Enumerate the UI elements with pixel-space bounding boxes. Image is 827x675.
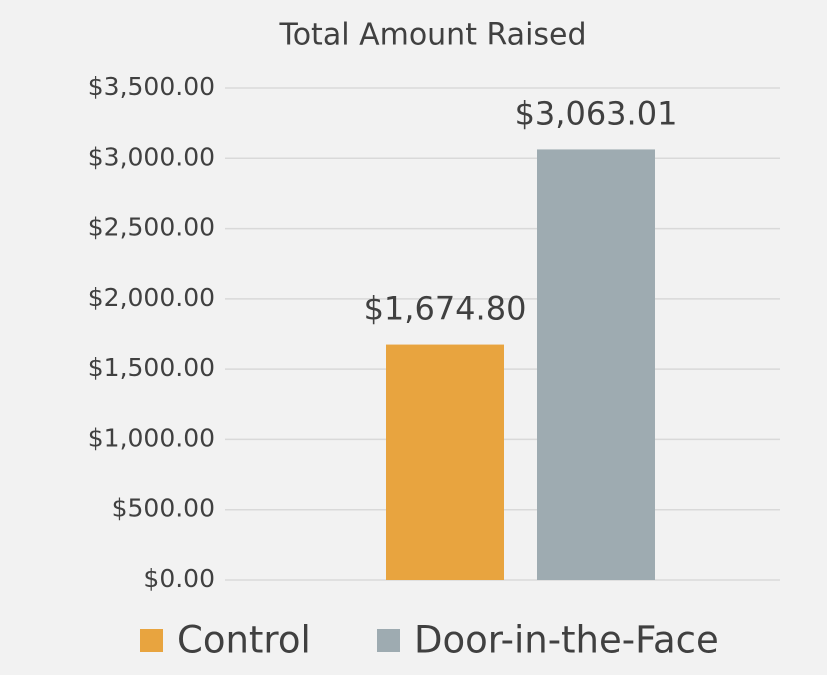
y-tick-label: $1,000.00 xyxy=(88,423,215,452)
y-tick-label: $0.00 xyxy=(143,564,215,593)
y-tick-label: $500.00 xyxy=(112,494,215,523)
bar xyxy=(537,149,655,580)
data-label: $1,674.80 xyxy=(364,290,527,328)
legend-swatch xyxy=(140,629,163,652)
legend-swatch xyxy=(377,629,400,652)
chart-title: Total Amount Raised xyxy=(278,18,586,53)
y-tick-label: $3,500.00 xyxy=(88,72,215,101)
data-label: $3,063.01 xyxy=(515,94,678,132)
y-tick-label: $3,000.00 xyxy=(88,142,215,171)
legend-label: Door-in-the-Face xyxy=(414,619,719,662)
y-tick-label: $1,500.00 xyxy=(88,353,215,382)
y-tick-label: $2,500.00 xyxy=(88,213,215,242)
y-tick-label: $2,000.00 xyxy=(88,283,215,312)
legend-label: Control xyxy=(177,619,311,662)
bar xyxy=(386,344,504,580)
